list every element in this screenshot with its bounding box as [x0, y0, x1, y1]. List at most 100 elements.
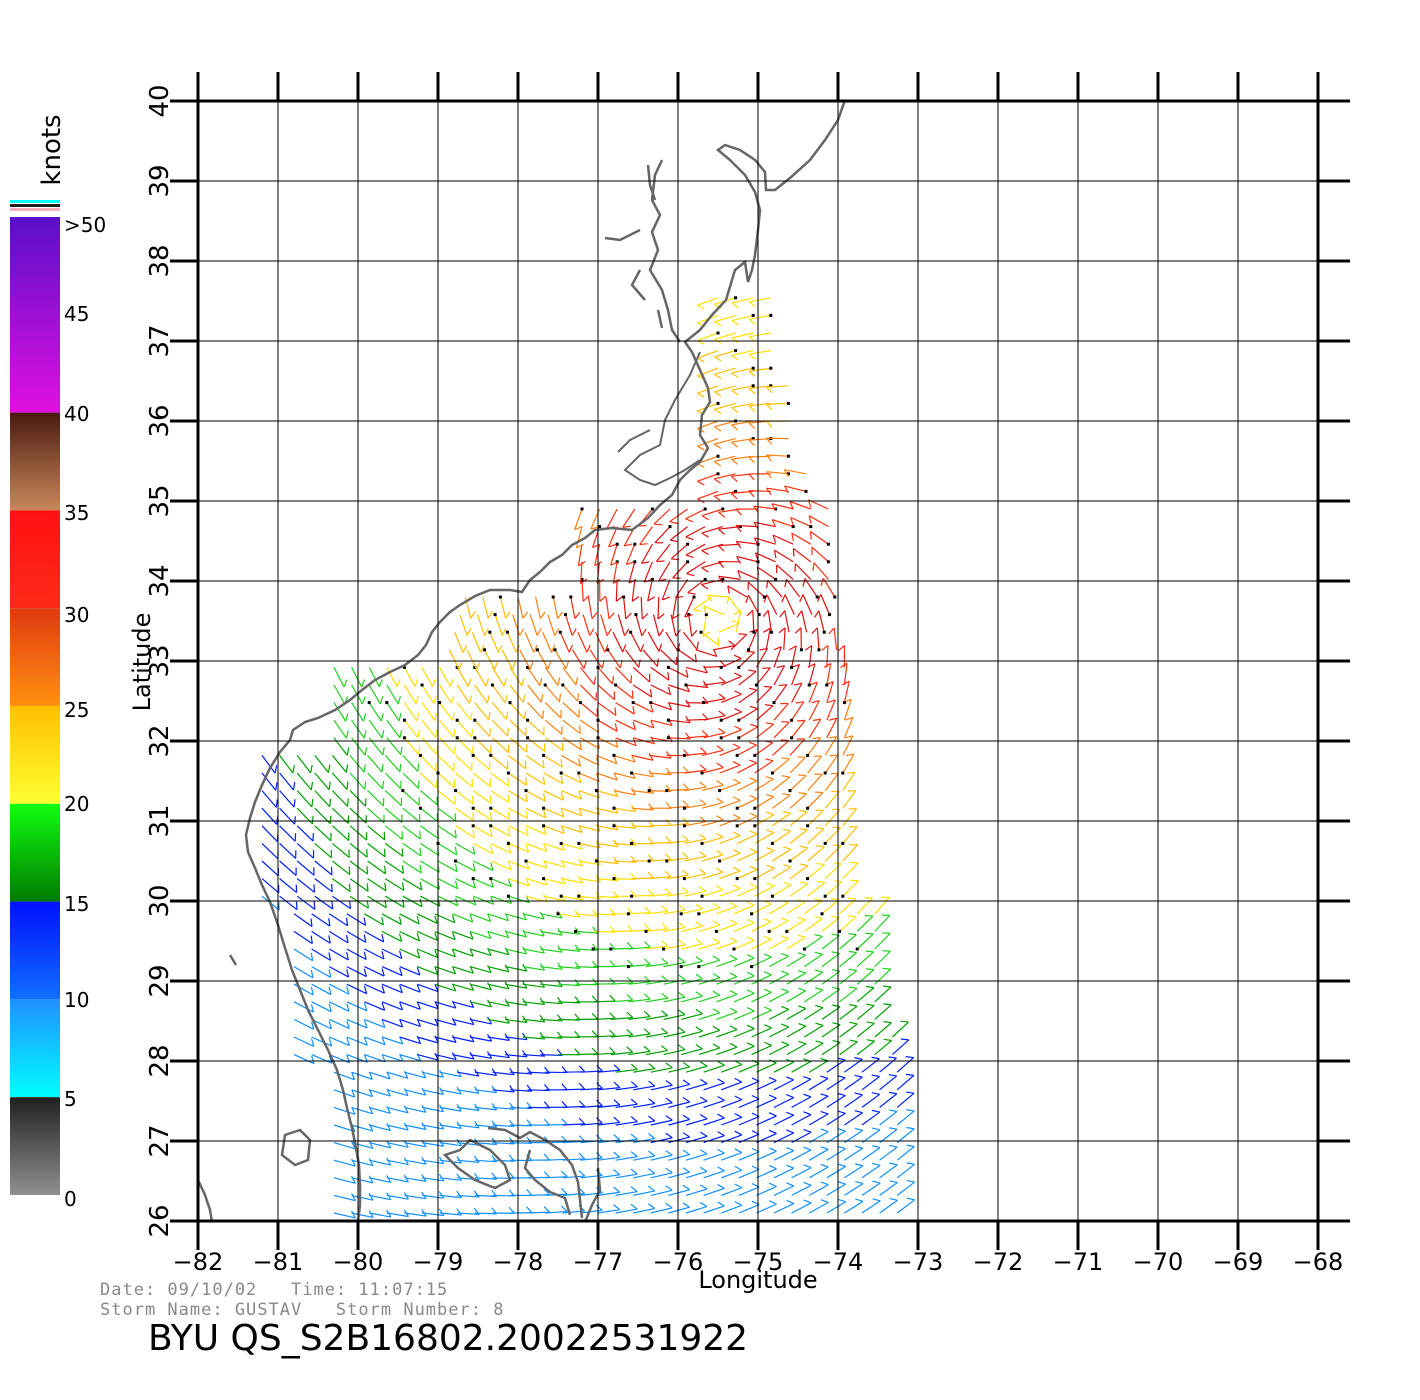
wind-barb — [487, 1001, 510, 1007]
wind-barb — [786, 919, 806, 932]
wind-barb-feather — [561, 1170, 568, 1178]
wind-barb — [668, 719, 691, 724]
wind-barb — [879, 1128, 898, 1144]
wind-barb — [650, 1154, 673, 1161]
wind-barb — [772, 812, 791, 827]
wind-barb — [695, 649, 717, 658]
wind-barb — [597, 684, 615, 701]
wind-barb — [772, 519, 794, 528]
wind-barb-feather — [328, 918, 331, 927]
wind-barb-feather — [701, 567, 709, 573]
wind-barb — [333, 1106, 356, 1115]
wind-barb — [786, 936, 806, 950]
wind-barb-feather — [791, 532, 794, 542]
wind-barb-feather — [396, 679, 401, 688]
rain-flag-dot — [790, 736, 794, 740]
rain-flag-dot — [666, 665, 670, 669]
wind-barb — [718, 622, 740, 633]
wind-barb-feather — [716, 850, 724, 856]
wind-barb — [404, 1177, 427, 1182]
wind-barb-feather — [473, 1172, 480, 1181]
wind-barb-feather — [578, 858, 584, 867]
wind-barb — [578, 790, 600, 799]
wind-barb — [697, 490, 719, 500]
wind-barb-feather — [648, 803, 655, 811]
wind-barb-feather — [507, 777, 510, 787]
wind-barb-feather — [820, 1110, 829, 1115]
wind-barb — [826, 663, 832, 686]
wind-barb — [509, 702, 526, 720]
wind-barb — [439, 702, 454, 721]
wind-barb-feather — [716, 780, 724, 786]
wind-barb-feather — [888, 1056, 897, 1059]
wind-barb-feather — [613, 1186, 621, 1193]
wind-barb-feather — [784, 579, 788, 588]
wind-barb — [349, 895, 369, 909]
wind-barb-feather — [470, 611, 476, 619]
wind-barb — [494, 614, 503, 636]
wind-barb-feather — [490, 879, 494, 888]
rain-flag-dot — [820, 912, 824, 916]
wind-barb-feather — [782, 810, 791, 814]
wind-barb — [490, 807, 511, 820]
wind-barb — [525, 790, 546, 802]
wind-barb-feather — [381, 1002, 386, 1011]
wind-barb-feather — [640, 644, 645, 652]
rain-flag-dot — [631, 701, 635, 705]
wind-barb-feather — [732, 866, 741, 872]
wind-barb-feather — [734, 707, 742, 713]
wind-barb-feather — [847, 897, 856, 900]
wind-barb — [731, 438, 754, 443]
wind-barb — [333, 737, 348, 756]
wind-barb — [543, 878, 566, 885]
wind-barb-feather — [647, 871, 655, 879]
wind-barb — [545, 1158, 568, 1161]
wind-barb — [861, 1129, 881, 1144]
wind-barb — [544, 667, 559, 686]
wind-barb — [807, 737, 822, 756]
wind-barb-feather — [802, 578, 806, 587]
wind-barb — [720, 1187, 743, 1196]
wind-barb — [314, 842, 332, 859]
wind-barb — [421, 1177, 444, 1182]
wind-barb — [575, 526, 583, 549]
rain-flag-dot — [718, 859, 722, 863]
wind-barb-feather — [310, 1004, 315, 1013]
wind-barb — [469, 1018, 492, 1025]
wind-barb — [716, 993, 738, 1003]
wind-barb — [367, 895, 387, 909]
wind-barb-feather — [749, 705, 758, 710]
wind-barb — [736, 886, 758, 897]
wind-barb-feather — [771, 519, 777, 528]
wind-barb — [631, 807, 654, 811]
wind-barb-feather — [816, 594, 822, 602]
wind-barb-feather — [812, 718, 821, 722]
wind-barb-feather — [763, 918, 772, 923]
wind-barb — [663, 1031, 686, 1038]
wind-barb-feather — [489, 812, 493, 821]
wind-barb-feather — [765, 722, 774, 725]
wind-barb — [821, 988, 841, 1003]
wind-barb — [826, 1201, 847, 1214]
wind-barb — [768, 937, 789, 950]
wind-barb-feather — [750, 723, 759, 728]
wind-barb — [404, 1106, 426, 1113]
wind-barb — [628, 1033, 651, 1038]
wind-barb — [386, 1142, 409, 1148]
wind-barb-feather — [403, 1122, 409, 1131]
wind-barb-feather — [776, 665, 785, 669]
wind-barb — [492, 1089, 515, 1093]
wind-barb — [557, 913, 580, 918]
wind-barb — [748, 629, 758, 651]
y-tick-label: 31 — [145, 804, 175, 837]
rain-flag-dot — [420, 683, 424, 687]
wind-barb — [404, 1159, 427, 1165]
wind-barb — [386, 1212, 409, 1218]
wind-barb-feather — [855, 1198, 864, 1202]
wind-barb-feather — [682, 1149, 691, 1156]
wind-barb-feather — [718, 545, 725, 552]
wind-barb-feather — [794, 627, 802, 634]
wind-barb-feather — [346, 951, 349, 961]
wind-barb — [333, 702, 347, 722]
wind-barb-feather — [363, 1003, 368, 1012]
